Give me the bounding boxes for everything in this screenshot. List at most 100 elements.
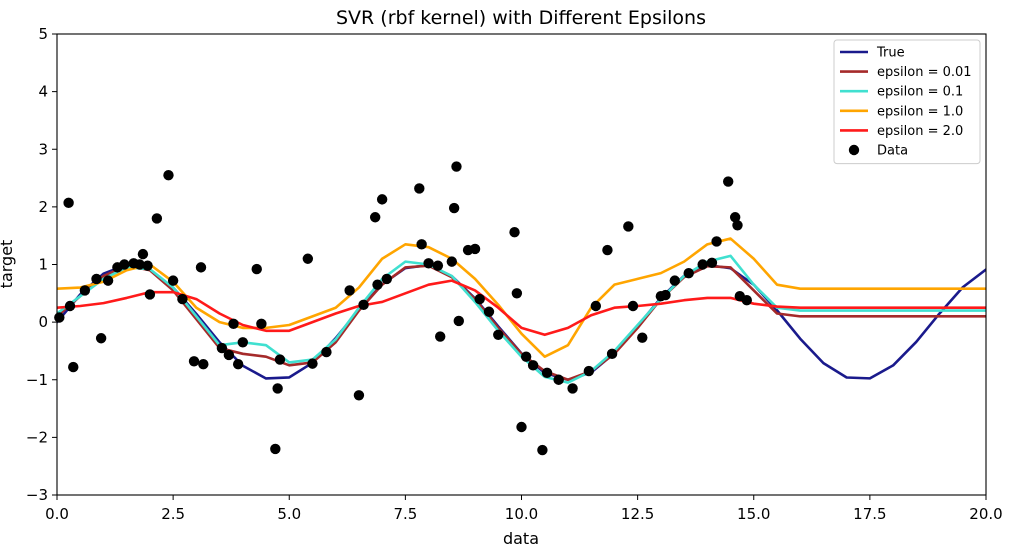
y-tick-label: 4 [38,83,48,101]
data-point [353,390,365,401]
x-tick-label: 2.5 [161,505,185,523]
data-point [163,169,174,181]
data-point [216,342,228,354]
data-point [63,197,74,209]
data-point [177,293,188,305]
data-point [302,253,314,264]
data-point [237,337,248,348]
data-point [567,383,578,394]
y-tick-label: 1 [38,256,48,274]
x-tick-label: 12.5 [621,505,654,523]
data-point [723,176,734,187]
data-point [272,383,283,394]
data-point [188,356,200,367]
legend-box [833,39,981,165]
legend-swatch-data [848,144,860,156]
data-point [602,244,613,256]
data-point [660,289,671,301]
data-point [137,248,149,260]
x-tick-label: 20.0 [969,505,1002,523]
data-point [95,333,107,344]
data-point [416,239,427,250]
data-point [54,312,65,323]
data-point [134,259,145,270]
legend-entry: True [876,46,905,61]
legend-entry: epsilon = 0.1 [877,85,963,100]
x-tick-label: 15.0 [737,505,770,523]
data-point [623,221,634,232]
data-point [274,354,286,365]
legend-entry: epsilon = 0.01 [877,65,972,80]
data-point [541,367,553,379]
legend-entry: epsilon = 1.0 [877,104,963,119]
scatter-points [54,161,752,456]
data-point [198,358,209,370]
data-point [270,443,281,455]
data-point [509,227,520,238]
data-point [583,365,595,377]
data-point [469,243,481,255]
x-tick-label: 7.5 [393,505,417,523]
data-point [453,315,464,327]
data-point [344,285,355,296]
y-tick-label: −3 [26,486,48,504]
data-point [606,348,618,360]
data-point [372,279,383,290]
y-tick-label: 5 [38,25,48,43]
data-point [553,374,564,385]
legend-entry: epsilon = 2.0 [877,124,963,139]
data-point [474,293,485,305]
data-point [448,202,460,214]
data-point [321,346,332,358]
data-point [520,351,532,362]
legend-entry: Data [877,144,908,159]
data-point [669,275,680,286]
data-point [697,259,708,270]
y-tick-label: 2 [38,198,48,216]
plot-area [54,33,987,496]
data-point [435,331,446,342]
data-point [516,421,527,433]
data-point [119,259,130,270]
data-point [64,300,76,312]
data-point [151,213,163,224]
data-point [732,220,743,231]
y-tick-label: −2 [26,428,48,446]
data-point [381,273,392,285]
x-axis-label: data [503,529,539,548]
y-axis-ticks: −3 −2 −1 0 1 2 3 4 5 [26,25,57,504]
data-point [102,275,114,286]
data-point [228,318,239,330]
series-line-3 [57,237,986,359]
x-tick-label: 5.0 [277,505,301,523]
x-tick-label: 17.5 [853,505,886,523]
x-tick-label: 0.0 [45,505,69,523]
x-tick-label: 10.0 [505,505,538,523]
data-point [637,332,648,343]
data-point [79,285,91,296]
data-point [527,360,539,371]
data-point [483,306,495,317]
data-point [446,256,458,267]
data-point [68,361,79,373]
data-point [451,161,462,172]
chart-title: SVR (rbf kernel) with Different Epsilons [336,7,706,29]
series-group [57,237,986,384]
y-tick-label: 0 [38,313,48,331]
data-point [256,318,267,330]
data-point [493,329,504,340]
data-point [706,257,718,268]
x-axis-ticks: 0.0 2.5 5.0 7.5 10.0 12.5 15.0 17.5 20.0 [45,495,1003,523]
data-point [307,358,318,369]
data-point [195,262,207,273]
data-point [711,236,722,247]
series-line-2 [57,254,986,384]
data-point [741,295,752,306]
data-point [414,183,425,194]
y-tick-label: −1 [26,371,48,389]
data-point [537,444,548,456]
data-point [511,288,523,299]
data-point [376,194,388,205]
data-point [683,267,694,279]
